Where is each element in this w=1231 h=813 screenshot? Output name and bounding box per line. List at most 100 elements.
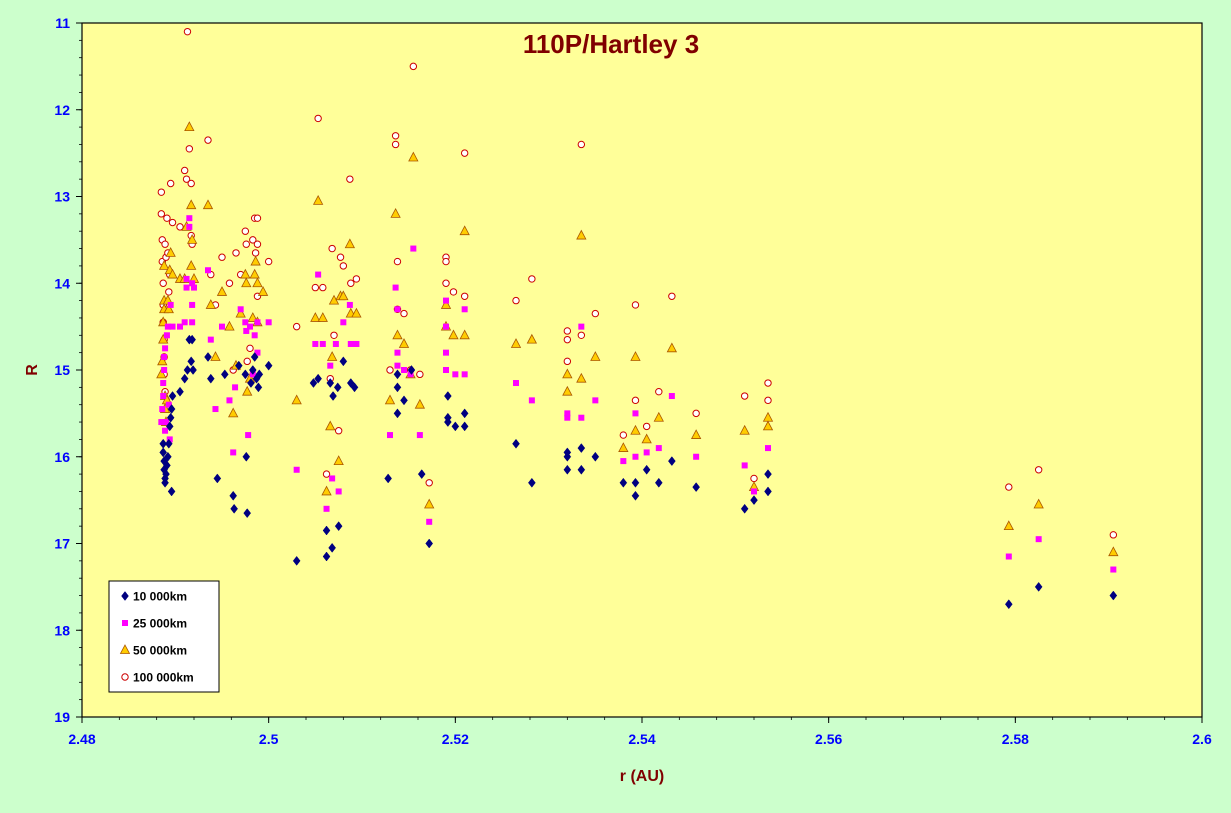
data-point-diamond xyxy=(326,378,335,388)
data-point-triangle xyxy=(235,307,246,318)
data-point-diamond xyxy=(451,421,460,432)
data-point-triangle xyxy=(1003,520,1014,531)
data-point-diamond xyxy=(329,391,337,401)
y-axis-label: R xyxy=(24,364,41,376)
data-point-square xyxy=(401,367,407,373)
data-point-square xyxy=(161,367,168,373)
data-point-triangle xyxy=(241,277,252,288)
data-point-circle xyxy=(563,335,572,344)
data-point-triangle xyxy=(338,290,349,301)
data-point-diamond xyxy=(692,482,700,493)
data-point-square xyxy=(765,445,771,452)
data-point-circle xyxy=(292,322,301,331)
data-point-diamond xyxy=(292,555,301,566)
data-point-triangle xyxy=(653,411,664,422)
data-point-circle xyxy=(442,257,450,266)
data-point-circle xyxy=(180,166,189,175)
legend: 10 000km 25 000km 50 000km 100 000km xyxy=(108,580,220,693)
data-point-diamond xyxy=(234,360,243,371)
data-point-square xyxy=(226,397,233,404)
data-point-circle xyxy=(563,357,572,366)
data-point-triangle xyxy=(249,268,260,279)
data-point-square xyxy=(1110,566,1117,573)
data-point-diamond xyxy=(350,382,359,393)
data-point-diamond xyxy=(393,369,402,380)
series-diamond xyxy=(159,334,1118,610)
data-point-triangle xyxy=(424,498,435,509)
data-point-square xyxy=(632,453,639,460)
x-tick-label: 2.5 xyxy=(259,731,279,747)
data-point-circle xyxy=(563,327,572,335)
data-point-square xyxy=(578,323,585,330)
data-point-circle xyxy=(204,136,212,144)
data-point-square xyxy=(158,419,165,426)
data-point-diamond xyxy=(322,525,331,536)
data-point-triangle xyxy=(1033,498,1044,509)
data-point-circle xyxy=(218,253,226,261)
data-point-triangle xyxy=(228,407,239,418)
data-point-square xyxy=(340,319,347,326)
data-point-diamond xyxy=(163,460,171,471)
data-point-diamond xyxy=(444,391,452,401)
x-tick-label: 2.52 xyxy=(442,731,469,747)
data-point-circle xyxy=(253,214,262,222)
data-point-circle xyxy=(346,175,354,183)
data-point-square xyxy=(407,371,414,378)
data-point-circle xyxy=(391,132,400,140)
legend-label: 50 000km xyxy=(133,644,187,658)
data-point-circle xyxy=(631,301,640,309)
legend-marker-square xyxy=(122,620,128,626)
data-point-square xyxy=(163,332,170,339)
data-point-diamond xyxy=(159,447,168,458)
data-point-square xyxy=(265,319,272,326)
data-point-diamond xyxy=(384,473,392,484)
data-point-diamond xyxy=(242,451,251,462)
data-point-circle xyxy=(460,292,469,300)
data-point-square xyxy=(219,323,225,330)
data-point-diamond xyxy=(577,464,586,475)
data-point-triangle xyxy=(576,229,587,240)
data-point-circle xyxy=(512,296,520,305)
data-point-triangle xyxy=(205,299,216,309)
scatter-chart: 2.48 2.5 2.52 2.54 2.56 2.58 2.6 11 12 13 14 15 16 17… xyxy=(24,15,1212,785)
data-point-triangle xyxy=(252,277,263,288)
data-point-diamond xyxy=(417,469,426,480)
data-point-square xyxy=(251,332,258,339)
data-point-square xyxy=(620,458,627,465)
data-point-diamond xyxy=(314,373,322,384)
data-point-circle xyxy=(347,279,355,287)
data-point-circle xyxy=(249,236,257,244)
data-point-square xyxy=(181,319,188,326)
data-point-diamond xyxy=(183,365,192,375)
data-point-diamond xyxy=(230,503,238,514)
data-point-triangle xyxy=(590,351,601,361)
data-point-circle xyxy=(528,275,536,283)
data-point-triangle xyxy=(762,420,774,431)
data-point-square xyxy=(237,306,244,313)
data-point-circle xyxy=(242,240,250,248)
data-point-square xyxy=(243,327,250,334)
data-point-circle xyxy=(243,357,251,366)
y-tick-label: 19 xyxy=(54,709,70,725)
data-point-triangle xyxy=(184,121,195,131)
data-point-circle xyxy=(352,275,361,283)
data-point-triangle xyxy=(163,303,174,314)
data-point-square xyxy=(312,340,319,347)
data-point-square xyxy=(254,349,261,356)
data-point-diamond xyxy=(393,408,402,419)
data-point-square xyxy=(161,353,168,360)
data-point-circle xyxy=(339,262,348,270)
data-point-diamond xyxy=(229,490,238,501)
data-point-triangle xyxy=(202,199,214,210)
data-point-triangle xyxy=(344,238,356,249)
data-point-diamond xyxy=(328,542,336,553)
data-point-triangle xyxy=(351,307,362,318)
data-point-triangle xyxy=(510,338,522,348)
data-point-square xyxy=(564,414,571,421)
data-point-circle xyxy=(391,140,400,149)
legend-marker-circle xyxy=(121,673,129,681)
data-point-circle xyxy=(322,470,331,478)
data-point-triangle xyxy=(398,338,410,348)
data-point-circle xyxy=(187,179,195,188)
data-point-diamond xyxy=(254,382,263,393)
